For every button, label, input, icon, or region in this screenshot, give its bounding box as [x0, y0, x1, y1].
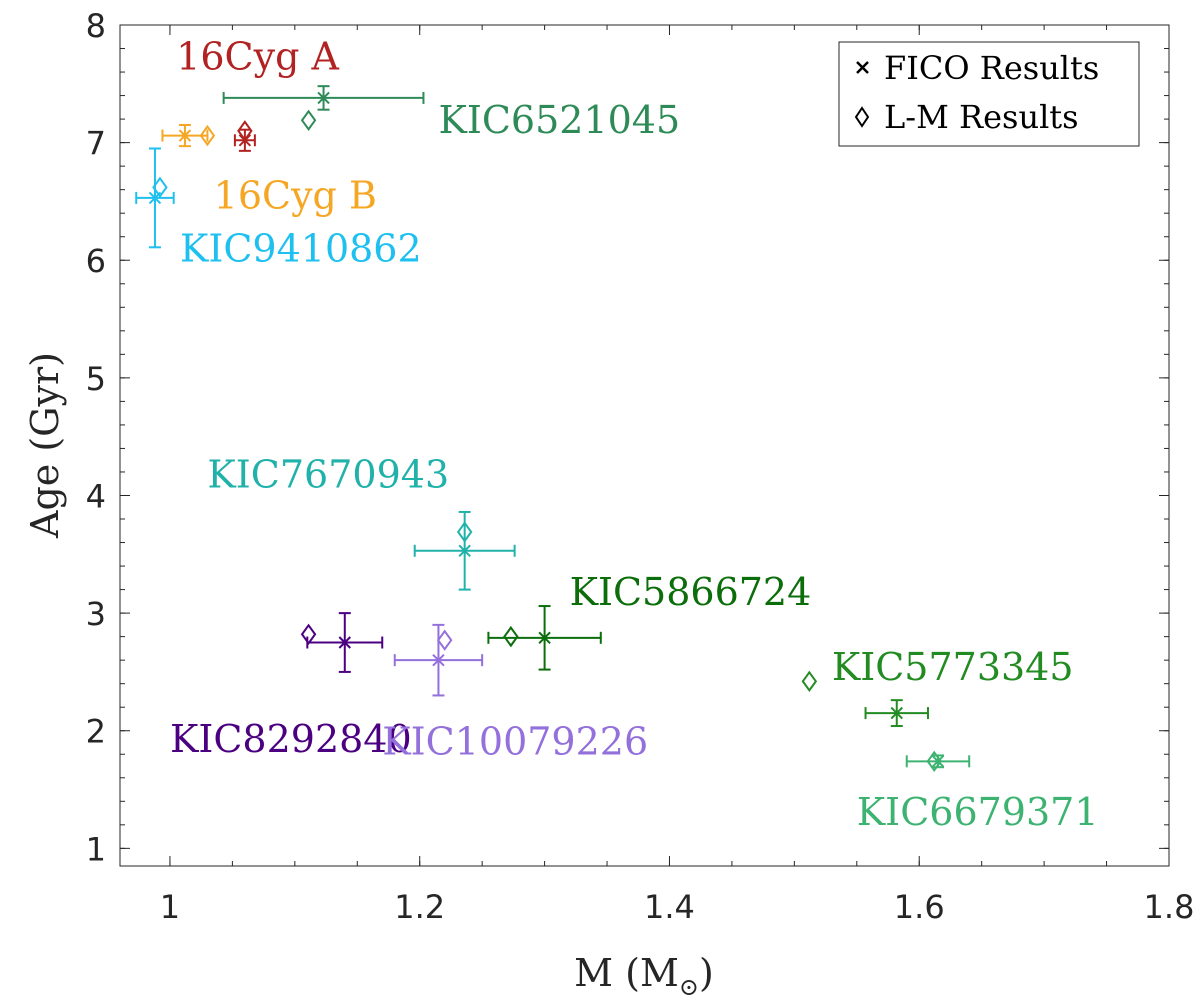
legend-diamond-marker-icon [854, 106, 870, 128]
legend-box [838, 41, 1140, 147]
lm-diamond-marker [199, 124, 216, 147]
legend-label-lm: L-M Results [884, 98, 1079, 136]
legend-label-fico: FICO Results [884, 49, 1099, 87]
fico-x-marker [317, 91, 330, 105]
star-label-kic6521045: KIC6521045 [438, 98, 680, 142]
star-label-16cyg-a: 16Cyg A [176, 35, 339, 79]
fico-x-marker [458, 544, 471, 557]
y-tick-label: 3 [86, 595, 106, 633]
series-kic6679371 [905, 750, 971, 773]
y-tick-labels: 1 2 3 4 5 6 7 8 [86, 7, 106, 868]
y-tick-label: 2 [86, 713, 106, 751]
series-kic10079226 [393, 623, 484, 697]
x-tick-label: 1.8 [1144, 888, 1195, 926]
fico-x-marker [338, 636, 351, 649]
series-16cyg-a [233, 120, 256, 152]
x-tick-label: 1.2 [394, 888, 445, 926]
star-label-kic6679371: KIC6679371 [857, 790, 1099, 834]
lm-diamond-marker [456, 521, 473, 543]
x-axis-title: M (M⊙) [574, 951, 714, 1001]
series-kic5866724 [487, 605, 602, 671]
star-label-kic8292840: KIC8292840 [170, 717, 412, 761]
x-axis-title-main: M (M [574, 951, 679, 995]
star-labels: 16Cyg A 16Cyg B KIC6521045 KIC9410862 KIC767… [170, 35, 1099, 834]
x-tick-label: 1.4 [644, 888, 695, 926]
x-tick-labels: 1 1.2 1.4 1.6 1.8 [160, 888, 1195, 926]
lm-diamond-marker [300, 623, 317, 645]
fico-x-marker [931, 755, 945, 768]
legend: FICO Results L-M Results [838, 41, 1140, 147]
lm-diamond-marker [801, 670, 818, 693]
lm-diamond-marker [300, 109, 317, 131]
star-label-kic10079226: KIC10079226 [382, 719, 648, 763]
fico-x-marker [538, 631, 551, 645]
lm-diamond-marker [152, 176, 168, 199]
x-axis-title-subscript: ⊙ [679, 973, 699, 1001]
series-kic7670943 [413, 510, 516, 591]
fico-x-marker [890, 706, 903, 720]
y-axis-title: Age (Gyr) [23, 352, 67, 539]
x-axis-title-close: ) [699, 951, 714, 995]
plot-area [119, 24, 1170, 867]
star-label-16cyg-b: 16Cyg B [214, 173, 377, 217]
star-label-kic9410862: KIC9410862 [180, 226, 422, 270]
y-tick-label: 4 [86, 477, 106, 515]
series-kic6521045 [222, 85, 425, 131]
lm-diamond-marker [237, 120, 253, 142]
series-kic9410862 [135, 147, 175, 249]
y-tick-label: 5 [86, 360, 106, 398]
x-tick-label: 1.6 [894, 888, 945, 926]
y-tick-label: 7 [86, 125, 106, 163]
star-label-kic7670943: KIC7670943 [207, 452, 449, 496]
y-tick-label: 6 [86, 242, 106, 280]
lm-diamond-marker [926, 750, 942, 773]
series-kic8292840 [300, 612, 384, 673]
fico-x-marker [178, 129, 192, 142]
x-tick-label: 1 [160, 888, 180, 926]
data-points [135, 85, 971, 773]
star-label-kic5773345: KIC5773345 [832, 645, 1074, 689]
axis-ticks [120, 24, 1170, 866]
y-tick-label: 1 [86, 830, 106, 868]
legend-x-marker-icon [856, 61, 869, 74]
lm-diamond-marker [503, 625, 519, 648]
fico-x-marker [432, 653, 445, 667]
star-label-kic5866724: KIC5866724 [570, 570, 812, 614]
series-16cyg-b [161, 123, 216, 148]
y-tick-label: 8 [86, 7, 106, 45]
lm-diamond-marker [436, 629, 453, 651]
series-kic5773345 [801, 670, 929, 728]
